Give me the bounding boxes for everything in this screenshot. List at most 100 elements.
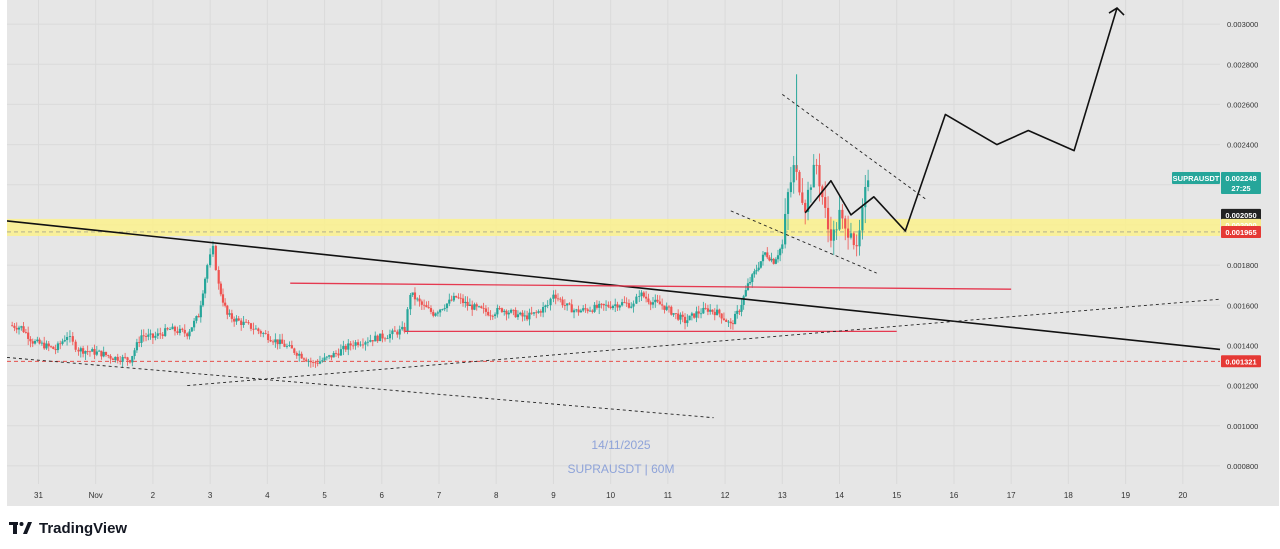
candle-body	[844, 218, 847, 229]
candle-body	[88, 351, 92, 353]
chart-frame[interactable]: 31 Nov 2 3 4 5 6 7 8 9 10 11 12 13 14 15 16 17 18 19 20 0.003…	[7, 0, 1279, 506]
candle-body	[290, 345, 293, 349]
candle-body	[443, 308, 446, 310]
candle-body	[731, 323, 735, 325]
candle-body	[625, 302, 628, 304]
candle-body	[342, 345, 345, 350]
candle-body	[217, 270, 220, 284]
candle-body	[736, 310, 739, 314]
candle-body	[356, 342, 360, 346]
candle-body	[720, 313, 723, 319]
candle-body	[516, 314, 520, 318]
candle-body	[259, 331, 262, 334]
candle-body	[86, 351, 89, 352]
candle-body	[588, 310, 592, 312]
x-tick-label: 6	[380, 491, 385, 500]
candle-body	[459, 297, 462, 299]
candle-body	[690, 313, 693, 316]
candle-body	[56, 343, 60, 351]
candle-body	[528, 312, 531, 320]
candle-body	[269, 340, 272, 342]
x-tick-label: 18	[1064, 491, 1073, 500]
candle-body	[192, 320, 196, 328]
y-tick-label: 0.001800	[1227, 261, 1258, 270]
candle-body	[204, 278, 207, 294]
candle-body	[764, 252, 767, 255]
candle-body	[361, 344, 365, 346]
candle-body	[316, 362, 319, 364]
candle-body	[181, 328, 184, 330]
candle-body	[616, 304, 619, 308]
candle-body	[233, 318, 236, 322]
candle-body	[156, 333, 159, 336]
candle-body	[257, 328, 260, 332]
candle-body	[725, 319, 728, 322]
candle-body	[448, 299, 451, 304]
candle-body	[138, 342, 141, 343]
candle-body	[323, 357, 326, 361]
candle-body	[186, 333, 189, 337]
candle-body	[20, 326, 23, 328]
candle-body	[95, 351, 98, 355]
candle-body	[293, 348, 296, 353]
candle-body	[11, 325, 14, 327]
price-chart[interactable]: 31 Nov 2 3 4 5 6 7 8 9 10 11 12 13 14 15 16 17 18 19 20 0.003…	[7, 0, 1279, 506]
candle-body	[729, 321, 732, 324]
candle-body	[383, 338, 387, 340]
candle-body	[354, 342, 357, 346]
price-badge-label: 0.002050	[1225, 211, 1256, 220]
candle-body	[164, 328, 167, 336]
candle-body	[627, 303, 631, 308]
price-badge	[1221, 355, 1261, 368]
candle-body	[439, 309, 442, 313]
candle-body	[577, 309, 580, 313]
candle-body	[742, 296, 745, 305]
candle-body	[31, 341, 34, 344]
candle-body	[264, 333, 267, 334]
candle-body	[855, 245, 858, 247]
price-badge	[1221, 225, 1261, 238]
candle-body	[572, 310, 576, 313]
x-tick-label: 13	[778, 491, 787, 500]
candle-body	[656, 299, 659, 302]
candle-body	[401, 326, 404, 330]
candle-body	[65, 337, 69, 341]
candle-body	[379, 333, 382, 342]
candle-body	[744, 290, 747, 297]
candle-body	[71, 336, 74, 342]
candle-body	[706, 308, 710, 312]
candle-body	[838, 209, 841, 230]
current-price-label: 0.002248	[1225, 174, 1256, 183]
candle-body	[452, 295, 455, 301]
candle-body	[27, 332, 30, 339]
candle-body	[727, 321, 730, 323]
candle-body	[13, 325, 16, 328]
candle-body	[59, 343, 62, 345]
candle-body	[17, 327, 21, 330]
candle-body	[376, 335, 379, 342]
candle-body	[15, 327, 18, 330]
channel-lower-dashed	[730, 210, 877, 274]
candle-body	[640, 292, 643, 297]
candle-body	[242, 321, 245, 325]
candle-body	[420, 301, 423, 305]
candle-body	[302, 358, 306, 360]
candle-body	[339, 349, 343, 356]
candle-body	[461, 298, 465, 304]
candle-body	[561, 299, 564, 306]
candle-body	[413, 292, 417, 300]
candle-body	[147, 334, 150, 337]
candle-body	[521, 312, 524, 317]
candle-body	[699, 313, 703, 315]
candle-body	[119, 360, 122, 362]
candle-body	[135, 342, 138, 351]
watermark-symbol: SUPRAUSDT | 60M	[568, 462, 675, 476]
candle-body	[295, 352, 298, 356]
candle-body	[761, 254, 765, 262]
candle-body	[846, 228, 850, 238]
candle-body	[798, 171, 801, 193]
candle-body	[755, 270, 758, 272]
candle-body	[609, 306, 612, 309]
candle-body	[332, 353, 335, 358]
candle-body	[330, 355, 333, 358]
